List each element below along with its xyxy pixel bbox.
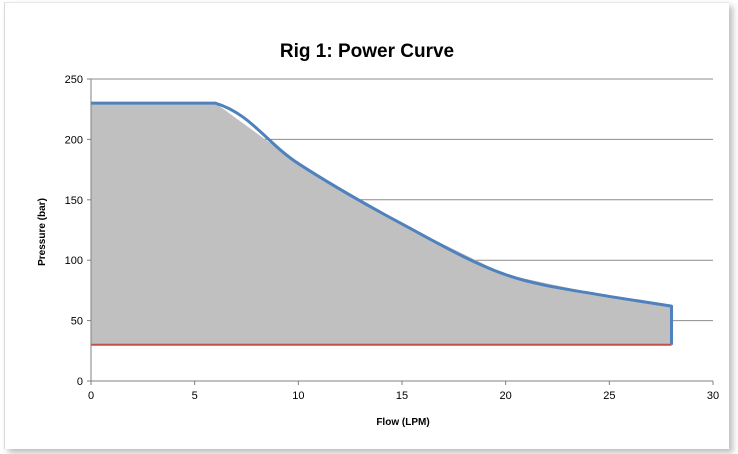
x-tick-label-4: 20 [500, 390, 512, 402]
x-tick-label-2: 10 [292, 390, 304, 402]
x-tick-label-6: 30 [707, 390, 719, 402]
plot-area [91, 101, 674, 346]
chart-title: Rig 1: Power Curve [280, 41, 454, 62]
chart-frame: Rig 1: Power Curve 0 50 100 150 200 250 0 5 10 15… [4, 2, 729, 449]
y-tick-label-2: 100 [65, 255, 83, 267]
power-curve-line [91, 101, 674, 345]
y-axis-label: Pressure (bar) [37, 198, 48, 266]
x-tick-label-5: 25 [603, 390, 615, 402]
y-tick-label-1: 50 [71, 316, 83, 328]
x-tick-label-3: 15 [396, 390, 408, 402]
power-curve-chart: Rig 1: Power Curve 0 50 100 150 200 250 0 5 10 15… [37, 41, 719, 428]
y-tick-label-0: 0 [77, 376, 83, 388]
x-tick-label-1: 5 [192, 390, 198, 402]
y-tick-label-3: 150 [65, 195, 83, 207]
area-fill [91, 103, 672, 345]
tick-labels: 0 50 100 150 200 250 0 5 10 15 20 25 30 [65, 74, 719, 402]
y-tick-label-4: 200 [65, 134, 83, 146]
y-tick-label-5: 250 [65, 74, 83, 86]
x-tick-label-0: 0 [88, 390, 94, 402]
axes [87, 78, 714, 385]
x-axis-label: Flow (LPM) [376, 417, 429, 428]
